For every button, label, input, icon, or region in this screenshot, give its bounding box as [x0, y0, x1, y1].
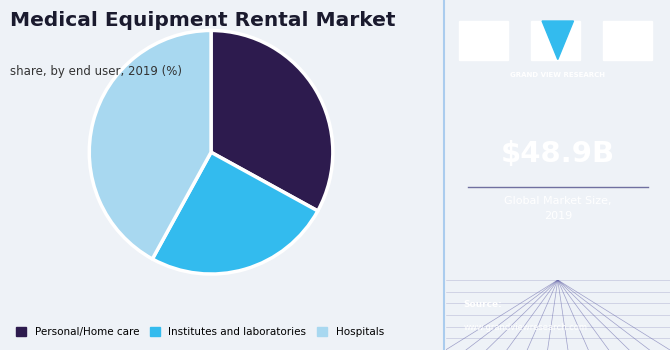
Text: Medical Equipment Rental Market: Medical Equipment Rental Market	[10, 10, 395, 29]
Text: share, by end user, 2019 (%): share, by end user, 2019 (%)	[10, 65, 182, 78]
Text: www.grandviewresearch.com: www.grandviewresearch.com	[464, 323, 588, 332]
Wedge shape	[211, 30, 333, 211]
Point	[464, 185, 472, 189]
Text: Global Market Size,
2019: Global Market Size, 2019	[504, 196, 612, 221]
Text: $48.9B: $48.9B	[500, 140, 615, 168]
Bar	[531, 21, 580, 60]
Polygon shape	[542, 21, 574, 60]
Bar	[459, 21, 509, 60]
Wedge shape	[152, 152, 318, 274]
Text: Source:: Source:	[464, 300, 502, 309]
Point	[644, 185, 652, 189]
Wedge shape	[89, 30, 211, 259]
Legend: Personal/Home care, Institutes and laboratories, Hospitals: Personal/Home care, Institutes and labor…	[12, 323, 388, 341]
Text: GRAND VIEW RESEARCH: GRAND VIEW RESEARCH	[511, 72, 605, 78]
Bar	[603, 21, 652, 60]
